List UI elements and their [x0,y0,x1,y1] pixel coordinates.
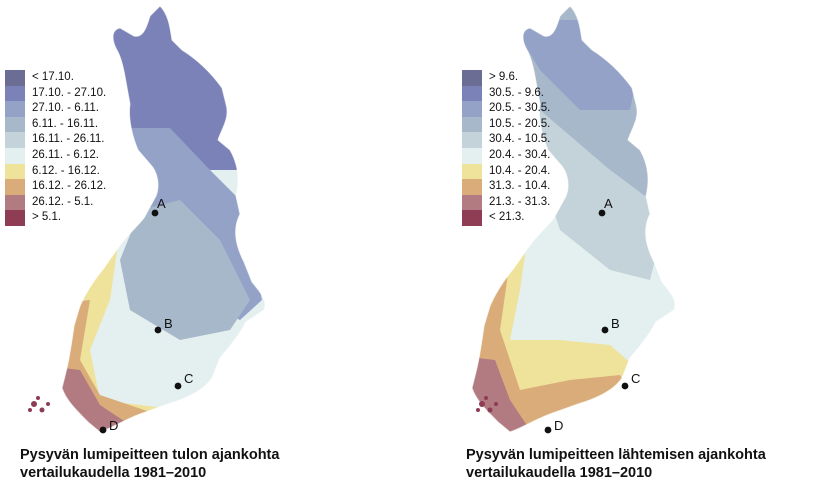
legend-swatch [5,210,25,226]
legend-swatch [462,210,482,226]
legend-item: 30.4. - 10.5. [462,132,550,148]
legend-label: 16.12. - 26.12. [32,180,107,193]
legend-swatch [462,132,482,148]
legend-swatch [5,85,25,102]
svg-text:B: B [611,316,620,331]
legend-swatch [462,85,482,102]
legend-label: 6.12. - 16.12. [32,164,100,177]
legend-item: 26.11. - 6.12. [5,147,106,164]
legend-label: 10.4. - 20.4. [489,164,551,177]
legend-swatch [5,132,25,148]
caption-line-1: Pysyvän lumipeitteen lähtemisen ajankoht… [466,447,766,463]
snow-melt-legend: > 9.6. 30.5. - 9.6. 20.5. - 30.5. 10.5. - 2… [462,70,550,226]
legend-item: < 21.3. [462,210,550,226]
legend-item: 16.12. - 26.12. [5,179,106,195]
legend-label: 16.11. - 26.11. [32,133,105,146]
svg-text:B: B [164,316,173,331]
caption-line-2: vertailukaudella 1981–2010 [20,465,207,481]
marker-d: D [99,418,118,434]
legend-label: 21.3. - 31.3. [489,195,551,208]
snow-onset-caption: Pysyvän lumipeitteen tulon ajankohta ver… [20,446,279,482]
legend-item: 16.11. - 26.11. [5,132,106,148]
legend-swatch [462,147,482,164]
legend-swatch [462,194,482,211]
legend-label: < 17.10. [32,71,74,83]
svg-text:C: C [184,371,193,386]
svg-text:A: A [604,196,613,211]
legend-item: 31.3. - 10.4. [462,179,550,195]
zone-southwest [472,260,640,432]
legend-label: 6.11. - 16.11. [32,117,99,130]
legend-label: 10.5. - 20.5. [489,117,551,130]
legend-label: 26.11. - 6.12. [32,148,99,161]
legend-swatch [462,116,482,133]
legend-label: > 5.1. [32,211,62,224]
snow-melt-map: A B C D [471,5,676,434]
legend-swatch [462,101,482,117]
legend-label: > 9.6. [489,71,519,83]
legend-item: 10.4. - 20.4. [462,163,551,180]
svg-text:C: C [631,371,640,386]
legend-label: 30.5. - 9.6. [489,86,544,99]
legend-swatch [5,116,25,133]
legend-label: 26.12. - 5.1. [32,195,94,208]
archipelago-islands [28,396,50,413]
legend-item: 21.3. - 31.3. [462,194,551,211]
legend-label: < 21.3. [489,211,525,224]
legend-swatch [5,101,25,117]
marker-b: B [601,316,620,334]
legend-swatch [5,179,25,195]
legend-swatch [5,147,25,164]
svg-text:A: A [157,196,166,211]
marker-d: D [544,418,563,434]
marker-b: B [154,316,173,334]
snow-onset-map-panel: A B C D < 17.10. 17.10. - 27.10. 27.10. - … [5,5,279,482]
legend-item: > 9.6. [462,70,550,86]
legend-label: 31.3. - 10.4. [489,180,551,193]
legend-label: 20.4. - 30.4. [489,148,551,161]
marker-a: A [598,196,613,217]
archipelago-islands [476,396,498,413]
legend-item: 10.5. - 20.5. [462,116,551,133]
legend-label: 30.4. - 10.5. [489,133,551,146]
legend-item: > 5.1. [5,210,106,226]
legend-item: 20.4. - 30.4. [462,147,551,164]
legend-item: 30.5. - 9.6. [462,85,550,102]
legend-label: 17.10. - 27.10. [32,86,107,99]
legend-item: 20.5. - 30.5. [462,101,550,117]
snow-melt-map-panel: A B C D > 9.6. 30.5. - 9.6. 20.5. - 30.5. 1… [410,0,819,488]
marker-c: C [174,371,193,390]
snow-onset-legend: < 17.10. 17.10. - 27.10. 27.10. - 6.11. 6.1… [5,70,106,226]
legend-item: 17.10. - 27.10. [5,85,107,102]
legend-swatch [462,163,482,180]
legend-swatch [5,194,25,211]
zone-central [120,200,250,340]
legend-swatch [462,179,482,195]
marker-c: C [621,371,640,390]
svg-text:D: D [554,418,563,433]
legend-swatch [5,163,25,180]
caption-line-1: Pysyvän lumipeitteen tulon ajankohta [20,447,280,463]
legend-item: < 17.10. [5,70,106,86]
marker-a: A [151,196,166,217]
legend-item: 6.11. - 16.11. [5,116,106,133]
legend-item: 27.10. - 6.11. [5,101,106,117]
legend-item: 6.12. - 16.12. [5,163,106,180]
snow-melt-caption: Pysyvän lumipeitteen lähtemisen ajankoht… [466,446,766,482]
legend-label: 27.10. - 6.11. [32,102,99,115]
caption-line-2: vertailukaudella 1981–2010 [466,465,653,481]
legend-item: 26.12. - 5.1. [5,194,106,211]
legend-swatch [462,70,482,86]
legend-label: 20.5. - 30.5. [489,102,551,115]
zone-coast [472,350,530,432]
legend-swatch [5,70,25,86]
zone-northeast [540,110,660,280]
snow-onset-map: A B C D [28,5,266,434]
svg-text:D: D [109,418,118,433]
